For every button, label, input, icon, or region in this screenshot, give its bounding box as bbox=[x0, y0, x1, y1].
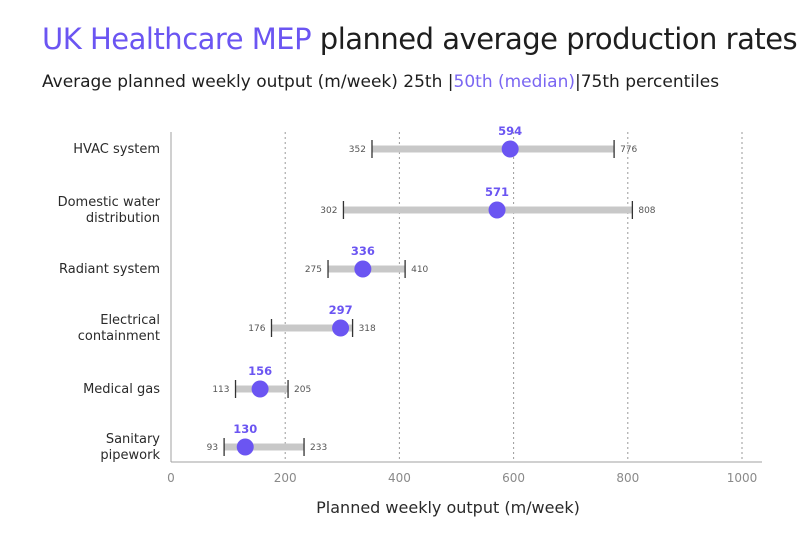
x-tick-label-0: 0 bbox=[167, 471, 175, 485]
p25-label-3: 176 bbox=[248, 324, 265, 334]
subtitle-sep-2: | bbox=[574, 72, 581, 92]
median-label-5: 130 bbox=[233, 422, 257, 436]
x-tick-label-200: 200 bbox=[274, 471, 297, 485]
median-point-2 bbox=[354, 260, 372, 278]
p25-label-4: 113 bbox=[212, 385, 229, 395]
subtitle-median: 50th (median) bbox=[453, 72, 575, 92]
p25-label-1: 302 bbox=[320, 206, 337, 216]
x-tick-label-1000: 1000 bbox=[727, 471, 758, 485]
median-point-0 bbox=[501, 140, 519, 158]
median-point-4 bbox=[251, 380, 269, 398]
p75-label-0: 776 bbox=[620, 145, 637, 155]
p75-label-3: 318 bbox=[359, 324, 376, 334]
category-label-5-line-1: Sanitary bbox=[106, 432, 160, 447]
median-point-5 bbox=[236, 438, 254, 456]
chart-title-accent: UK Healthcare MEP bbox=[42, 22, 312, 56]
median-point-1 bbox=[488, 201, 506, 219]
category-label-1-line-1: Domestic water bbox=[58, 195, 161, 210]
x-tick-label-800: 800 bbox=[616, 471, 639, 485]
chart-title: UK Healthcare MEP planned average produc… bbox=[42, 22, 798, 56]
subtitle-end: 75th percentiles bbox=[580, 72, 720, 92]
median-label-1: 571 bbox=[485, 185, 509, 199]
x-tick-label-400: 400 bbox=[388, 471, 411, 485]
median-label-2: 336 bbox=[351, 244, 375, 258]
category-label-0: HVAC system bbox=[73, 142, 160, 157]
chart-subtitle: Average planned weekly output (m/week) 2… bbox=[42, 72, 719, 92]
category-label-3-line-1: Electrical bbox=[100, 313, 160, 328]
category-label-1-line-2: distribution bbox=[86, 211, 160, 226]
median-point-3 bbox=[332, 319, 350, 337]
median-label-4: 156 bbox=[248, 364, 272, 378]
category-label-2: Radiant system bbox=[59, 262, 160, 277]
category-label-4: Medical gas bbox=[83, 382, 160, 397]
p75-label-1: 808 bbox=[638, 206, 655, 216]
x-tick-label-600: 600 bbox=[502, 471, 525, 485]
chart-title-rest: planned average production rates bbox=[311, 22, 798, 56]
p75-label-4: 205 bbox=[294, 385, 311, 395]
p25-label-5: 93 bbox=[207, 443, 218, 453]
category-label-3-line-2: containment bbox=[78, 329, 160, 344]
p25-label-0: 352 bbox=[349, 145, 366, 155]
subtitle-sep-1: | bbox=[447, 72, 454, 92]
p25-label-2: 275 bbox=[305, 265, 322, 275]
p75-label-5: 233 bbox=[310, 443, 327, 453]
x-axis-label: Planned weekly output (m/week) bbox=[316, 498, 580, 517]
p75-label-2: 410 bbox=[411, 265, 428, 275]
subtitle-main: Average planned weekly output (m/week) 2… bbox=[42, 72, 443, 92]
median-label-0: 594 bbox=[498, 124, 522, 138]
median-label-3: 297 bbox=[329, 303, 353, 317]
category-label-5-line-2: pipework bbox=[100, 448, 160, 463]
